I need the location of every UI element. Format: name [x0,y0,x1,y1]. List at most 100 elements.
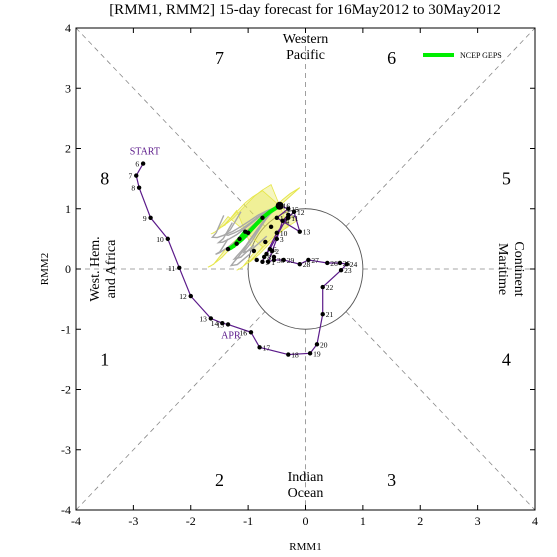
forecast-start-marker [275,201,284,210]
observed-point-label: 6 [135,160,139,169]
ensemble-point [268,224,274,230]
observed-point [286,215,291,220]
observed-point-label: 27 [311,256,319,265]
observed-point [307,351,313,356]
observed-point [338,268,344,273]
observed-point [286,206,291,211]
observed-point [225,322,231,327]
observed-point-label: 30 [277,256,285,265]
region-label-west-hem-africa: and Africa [104,239,119,298]
observed-point [261,254,267,260]
member-track-6 [223,205,280,236]
guide-diagonal-ne [345,27,536,227]
y-tick-label: 1 [65,202,71,216]
region-label-western-pacific: Pacific [286,48,325,63]
annotation-start: START [130,147,160,158]
observed-point [297,261,302,267]
observed-point-label: 7 [269,250,273,259]
observed-point [208,316,214,321]
observed-point [320,284,325,290]
observed-point [320,311,325,317]
x-tick-label: -3 [128,514,138,528]
x-tick-label: -2 [186,514,196,528]
ensemble-point [243,229,248,234]
observed-point-label: 15 [217,320,225,329]
member-track-7 [229,205,281,267]
phase-number: 8 [100,169,109,189]
observed-point [344,261,350,267]
observed-point-label: 15 [291,205,299,214]
observed-point [306,257,311,263]
ensemble-point [234,241,239,246]
observed-point [177,265,182,270]
observed-point [257,345,262,350]
observed-point [274,230,280,236]
ensemble-mean [225,201,284,263]
phase-number: 1 [100,349,109,369]
guide-diagonal-nw [75,27,266,227]
ensemble-point [260,215,265,220]
observed-point [274,215,280,220]
observed-point-label: 3 [280,235,284,244]
observed-point [148,215,153,220]
phase-guides [75,27,536,511]
observed-point-label: 1 [271,258,275,267]
ensemble-point [251,248,257,254]
y-tick-label: 4 [65,21,71,35]
ensemble-point [237,236,242,242]
legend-label: NCEP GEPS [460,51,502,60]
region-label-west-hem-africa: West. Hem. [88,236,103,301]
x-tick-label: 0 [303,514,309,528]
phase-number: 4 [502,349,511,369]
y-tick-label: -1 [61,322,71,336]
observed-point [297,229,302,234]
observed-point-label: 12 [297,208,305,217]
observed-point-label: 18 [291,351,299,360]
observed-point [264,251,269,257]
observed-point-label: 17 [263,343,271,352]
y-tick-label: 0 [65,262,71,276]
member-track-2 [216,205,280,244]
observed-point [286,352,291,357]
region-label-maritime-continent: Continent [511,241,526,296]
observed-point-label: 12 [179,292,187,301]
observed-point [281,257,286,263]
guide-diagonal-se [345,311,536,511]
region-label-maritime-continent: Maritime [495,243,510,295]
observed-point [267,246,273,252]
x-tick-label: 3 [475,514,481,528]
observed-point-label: 14 [211,319,219,328]
observed-point-label: 11 [291,214,298,223]
observed-point-label: 29 [287,256,295,265]
phase-number: 2 [215,470,224,490]
observed-point-label: 20 [320,340,328,349]
observed-point [274,236,280,242]
observed-point-label: 5 [291,211,295,220]
x-tick-label: 2 [417,514,423,528]
ensemble-point [254,257,259,263]
observed-point-label: 16 [239,328,247,337]
region-label-indian-ocean: Ocean [288,486,324,501]
observed-point-label: 9 [265,258,269,267]
x-tick-label: 4 [532,514,538,528]
phase-number: 5 [502,169,511,189]
annotation-apr: APR [221,330,241,341]
member-track-8 [210,205,280,239]
observed-point-label: 10 [156,235,164,244]
observed-point-label: 13 [199,314,207,323]
observed-point [136,185,142,190]
observed-point [286,212,291,217]
ensemble-point [225,246,231,252]
observed-point [325,260,330,266]
observed-point-label: 4 [286,217,290,226]
x-tick-label: -4 [71,514,81,528]
observed-point [271,257,277,263]
observed-point-label: 26 [330,259,338,268]
observed-point [337,260,343,266]
x-tick-label: -1 [243,514,253,528]
y-axis-label: RMM2 [39,253,51,285]
